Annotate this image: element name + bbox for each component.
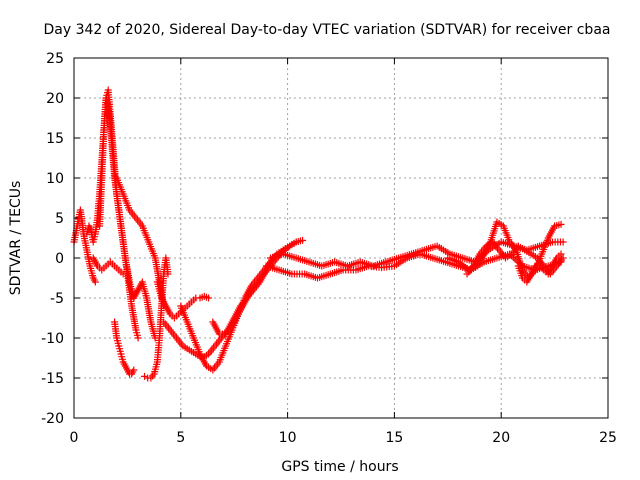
x-tick-label: 25	[599, 430, 617, 446]
series-arc-4	[111, 318, 138, 378]
x-tick-label: 10	[279, 430, 297, 446]
data-point	[557, 220, 565, 228]
data-point	[130, 366, 138, 374]
series-arc-5	[113, 174, 168, 310]
y-tick-label: -10	[41, 331, 64, 347]
chart-title: Day 342 of 2020, Sidereal Day-to-day VTE…	[44, 22, 611, 38]
data-point	[559, 238, 567, 246]
y-tick-label: 5	[55, 211, 64, 227]
y-tick-label: 10	[46, 171, 64, 187]
data-point	[205, 294, 213, 302]
data-point	[557, 250, 565, 258]
x-tick-label: 5	[176, 430, 185, 446]
series-arc-1	[70, 206, 99, 286]
data-point	[559, 254, 567, 262]
y-tick-label: 15	[46, 131, 64, 147]
plot-frame	[73, 57, 609, 419]
x-tick-label: 0	[70, 430, 79, 446]
data-point	[119, 270, 127, 278]
x-tick-label: 15	[385, 430, 403, 446]
data-point	[164, 270, 172, 278]
y-tick-label: -15	[41, 371, 64, 387]
data-point	[299, 236, 307, 244]
y-tick-label: -20	[41, 411, 64, 427]
y-tick-label: 25	[46, 51, 64, 67]
series-arc-7	[89, 254, 127, 278]
axis-ticks: 0 5 10 15 20 25 -20 -15 -10 -5 0 5 10 15 20 25	[41, 51, 617, 446]
series-arc-3	[96, 86, 159, 342]
series-arc-16	[514, 250, 565, 286]
y-tick-label: 0	[55, 251, 64, 267]
x-axis-label: GPS time / hours	[281, 459, 398, 475]
data-point	[134, 334, 142, 342]
data-points	[70, 86, 567, 382]
data-point	[91, 278, 99, 286]
x-tick-label: 20	[492, 430, 510, 446]
y-tick-label: -5	[50, 291, 64, 307]
y-tick-label: 20	[46, 91, 64, 107]
data-point	[140, 372, 148, 380]
series-arc-8	[153, 278, 213, 322]
y-axis-label: SDTVAR / TECUs	[8, 181, 24, 296]
series-arc-11	[209, 236, 307, 338]
